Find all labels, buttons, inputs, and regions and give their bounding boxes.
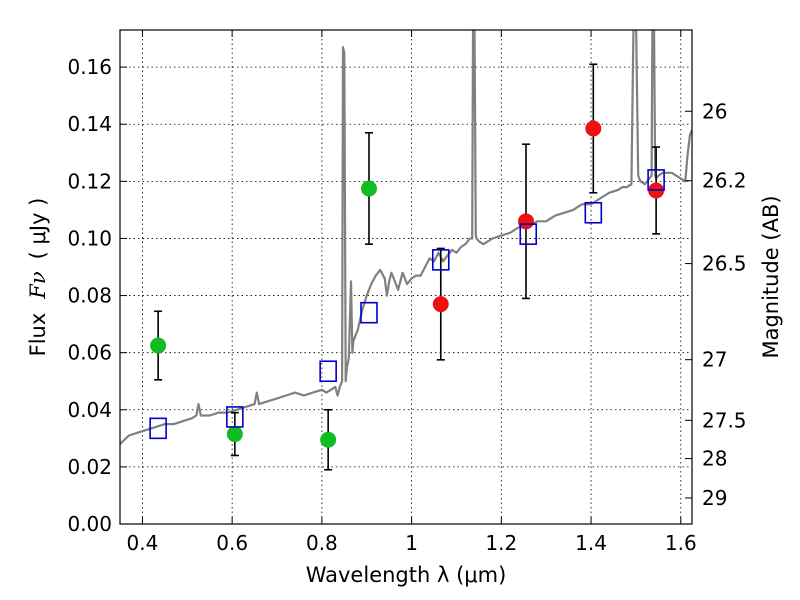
y-tick-label: 0.06 [67, 341, 112, 365]
y2-axis-label: Magnitude (AB) [759, 195, 783, 358]
spectrum-line [120, 30, 692, 445]
model-flux-square [647, 169, 665, 191]
x-axis-label: Wavelength λ (μm) [306, 563, 507, 587]
green-data-point [150, 337, 167, 354]
red-data-point [518, 213, 535, 230]
y-axis-label-prefix: Flux [26, 313, 50, 357]
x-tick-label: 1.2 [485, 531, 517, 555]
model-flux-square [584, 201, 603, 224]
y-tick-label: 0.00 [67, 512, 112, 536]
model-flux-square [319, 360, 337, 383]
y-axis-label-symbol: Fν [26, 271, 50, 300]
x-tick-label: 0.8 [306, 531, 338, 555]
plot-area [120, 30, 692, 524]
ticks-layer: 0.4 0.6 0.8 1 1.2 1.4 1.6 0.00 0.02 0.04 0.06 0.08 0… [67, 30, 747, 555]
x-tick-label: 1 [405, 531, 418, 555]
y2-tick-label: 27.5 [702, 408, 747, 432]
y2-tick-label: 26.5 [702, 252, 747, 276]
x-tick-label: 0.6 [216, 531, 248, 555]
y-tick-label: 0.14 [67, 112, 112, 136]
y-tick-label: 0.08 [67, 284, 112, 308]
y2-tick-label: 27 [702, 348, 727, 372]
green-data-point [226, 426, 243, 443]
y2-tick-label: 29 [702, 486, 727, 510]
y-tick-label: 0.10 [67, 226, 112, 250]
y-axis-label-unit: ( μJy ) [26, 198, 50, 260]
marks-layer [149, 63, 665, 471]
y-tick-label: 0.12 [67, 169, 112, 193]
y-tick-label: 0.16 [67, 55, 112, 79]
y-tick-label: 0.02 [67, 455, 112, 479]
y2-tick-label: 26.2 [702, 169, 747, 193]
red-data-point [432, 296, 449, 313]
y-tick-label: 0.04 [67, 398, 112, 422]
x-tick-label: 1.6 [665, 531, 697, 555]
spectrum-layer [120, 30, 692, 445]
model-flux-square [226, 406, 244, 428]
green-data-point [360, 180, 377, 197]
model-flux-square [360, 301, 378, 324]
red-data-point [585, 120, 602, 137]
model-flux-square [519, 223, 538, 245]
y-axis-label: Flux Fν ( μJy ) [26, 198, 50, 357]
green-data-point [320, 431, 337, 448]
y2-tick-label: 26 [702, 99, 727, 123]
x-tick-label: 0.4 [127, 531, 159, 555]
y2-tick-label: 28 [702, 447, 727, 471]
plot-frame [119, 29, 693, 525]
model-flux-square [431, 249, 450, 271]
model-flux-square [149, 417, 167, 440]
x-tick-label: 1.4 [575, 531, 607, 555]
